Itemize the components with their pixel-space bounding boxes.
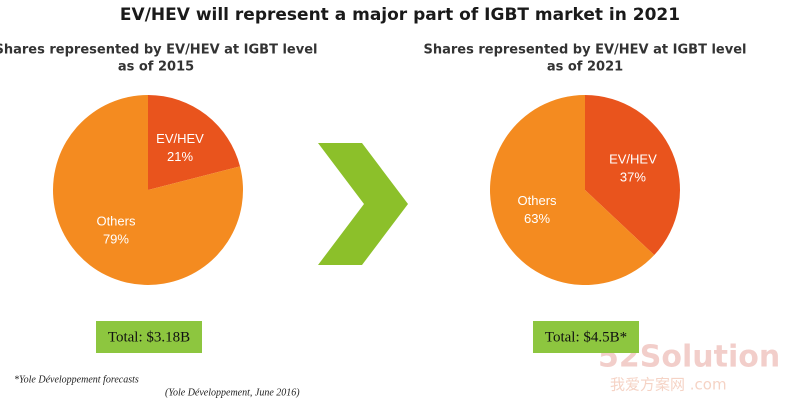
total-label: Total: $3.18B <box>108 329 190 345</box>
slice-value-label: 63% <box>524 211 550 226</box>
source: (Yole Développement, June 2016) <box>165 387 300 398</box>
slice-category: Others <box>518 193 558 208</box>
chart-title: Shares represented by EV/HEV at IGBT lev… <box>0 43 318 58</box>
total-box <box>96 321 202 353</box>
watermark-sub: 我爱方案网 .com <box>610 376 727 394</box>
pie-slice <box>490 95 655 285</box>
slice-category: EV/HEV <box>609 152 657 167</box>
chart-subtitle: as of 2015 <box>118 60 194 75</box>
slice-value-label: 79% <box>103 232 129 247</box>
slice-category: Others <box>96 214 136 229</box>
footnote: *Yole Développement forecasts <box>14 374 139 385</box>
slice-value-label: 21% <box>167 149 193 164</box>
pie-slice <box>585 95 680 256</box>
pie-slice <box>148 95 241 190</box>
title: EV/HEV will represent a major part of IG… <box>120 5 680 25</box>
total-box <box>533 321 639 353</box>
slice-category: EV/HEV <box>156 131 204 146</box>
chart-subtitle: as of 2021 <box>547 60 623 75</box>
slice-value-label: 37% <box>620 170 646 185</box>
total-label: Total: $4.5B* <box>545 329 627 345</box>
arrow <box>318 143 408 265</box>
pie-slice <box>53 95 244 285</box>
chart-title: Shares represented by EV/HEV at IGBT lev… <box>423 43 746 58</box>
